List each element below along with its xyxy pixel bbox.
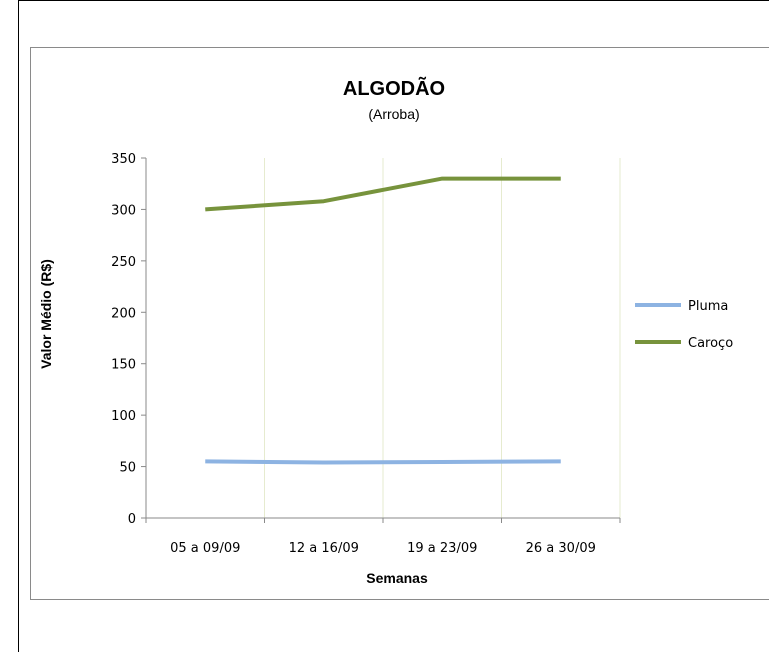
x-tick-label: 26 a 30/09 xyxy=(526,541,596,556)
y-tick-label: 200 xyxy=(111,306,136,321)
legend-label: Pluma xyxy=(688,299,728,314)
y-axis-title: Valor Médio (R$) xyxy=(38,259,54,369)
y-tick-label: 100 xyxy=(111,409,136,424)
x-axis-ticks: 05 a 09/09 12 a 16/09 19 a 23/09 26 a 30/09 xyxy=(145,518,621,556)
chart-subtitle: (Arroba) xyxy=(368,106,419,122)
y-tick-label: 50 xyxy=(119,461,136,476)
y-tick-label: 0 xyxy=(128,512,136,527)
x-tick-label: 19 a 23/09 xyxy=(407,541,477,556)
y-tick-label: 150 xyxy=(111,358,136,373)
series-line xyxy=(205,176,561,212)
legend: Pluma Caroço xyxy=(635,299,733,351)
chart-frame xyxy=(30,47,769,600)
series-line xyxy=(205,459,561,465)
chart-title: ALGODÃO xyxy=(343,77,445,100)
gridlines xyxy=(264,158,621,518)
y-tick-label: 300 xyxy=(111,203,136,218)
y-tick-label: 250 xyxy=(111,255,136,270)
x-tick-label: 05 a 09/09 xyxy=(170,541,240,556)
x-tick-label: 12 a 16/09 xyxy=(289,541,359,556)
y-axis-ticks: 0 50 100 150 200 250 300 350 xyxy=(111,152,146,527)
y-tick-label: 350 xyxy=(111,152,136,167)
legend-label: Caroço xyxy=(688,336,733,351)
x-axis-title: Semanas xyxy=(366,570,428,586)
series-lines xyxy=(205,176,561,465)
page-frame xyxy=(18,0,769,652)
